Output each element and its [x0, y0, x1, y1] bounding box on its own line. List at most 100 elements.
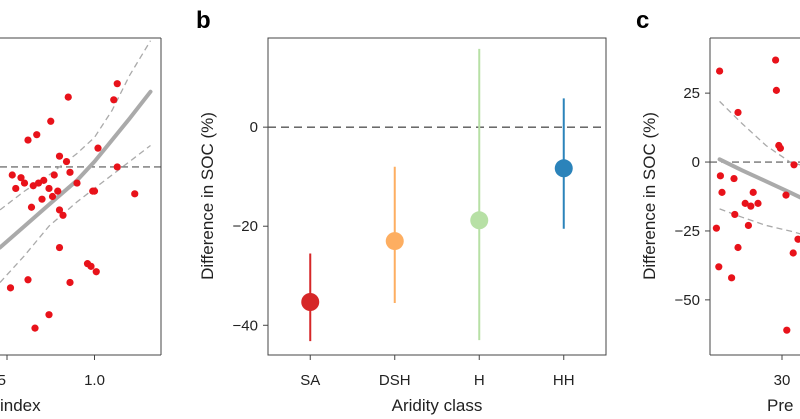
panel-c-data-point [712, 224, 721, 232]
panel-c-data-point [772, 86, 781, 94]
panel-a-data-point [54, 187, 62, 195]
panel-a-data-point [47, 117, 55, 125]
panel-c-data-point [741, 199, 749, 207]
panel-a-data-point [113, 80, 121, 88]
panel-a-data-point [64, 93, 72, 101]
panel-a-data-point [12, 184, 20, 193]
panel-c-data-point [776, 144, 785, 152]
panel-c-data-point [782, 191, 790, 199]
panel-a-data-point [110, 96, 118, 104]
panel-c-data-point [744, 221, 753, 230]
panel-a-data-point [50, 171, 58, 179]
panel-c-data-point [716, 172, 725, 180]
panel-c-data-point [783, 326, 791, 334]
panel-c-data-point [772, 56, 780, 64]
panel-a-fit-line [0, 89, 153, 250]
panel-b-point-dsh [385, 232, 404, 251]
panel-a-data-point [90, 187, 99, 195]
panel-c-data-point [749, 188, 757, 196]
panel-b-x-tick-label: DSH [379, 372, 411, 389]
panel-b: b 0−20−40 SA DSH H HH Difference in SOC (%)… [196, 7, 607, 415]
panel-a-data-point [38, 195, 46, 203]
panel-c-data-point [730, 174, 738, 183]
panel-a-data-point [92, 268, 100, 276]
panel-c-data-point [790, 161, 798, 169]
panel-a-data-point [131, 190, 139, 198]
panel-b-y-tick-label: −40 [233, 317, 258, 334]
panel-b-x-tick-label: SA [300, 372, 320, 389]
panel-b-point-h [470, 211, 489, 230]
panel-a-data-point [33, 131, 41, 139]
panel-c-data-point [754, 199, 762, 207]
panel-a-data-point [45, 184, 53, 193]
panel-b-y-tick-label: −20 [233, 218, 258, 235]
panel-a-ci-lower [0, 144, 151, 283]
panel-a-data-point [66, 168, 74, 176]
panel-c-data-point [734, 108, 742, 117]
panel-a-data-point [55, 243, 64, 252]
panel-c-x-axis-title: Pre [767, 396, 793, 415]
panel-b-x-tick-label: HH [553, 372, 575, 389]
panel-c-y-tick-label: 25 [683, 85, 700, 102]
panel-b-y-ticks: 0 −20 −40 [233, 119, 268, 334]
panel-a-x-axis-title: index [0, 396, 41, 415]
panel-c: c 25 0 −25 −50 30 Difference in SOC (%) Pre [636, 7, 800, 415]
panel-a-plot-area [0, 40, 161, 332]
panel-b-x-ticks: SA DSH H HH [300, 355, 575, 389]
panel-a-data-point [6, 284, 15, 292]
panel-a: 5 1.0 index [0, 37, 162, 415]
panel-a-data-point [62, 157, 71, 166]
panel-a-data-point [55, 152, 64, 160]
panel-a-data-point [59, 211, 67, 219]
panel-c-data-point [747, 202, 755, 210]
panel-c-data-point [789, 249, 797, 257]
panel-c-data-point [728, 274, 736, 282]
panel-c-y-ticks: 25 0 −25 −50 [675, 85, 710, 309]
panel-a-ci-upper [0, 40, 152, 211]
panel-a-data-point [55, 206, 64, 214]
panel-b-x-tick-label: H [474, 372, 485, 389]
panel-c-x-ticks: 30 [774, 355, 791, 389]
panel-c-data-point [716, 67, 724, 75]
panel-c-y-tick-label: 0 [692, 154, 700, 171]
panel-c-ci-upper [719, 100, 800, 166]
panel-b-point-sa [301, 293, 320, 312]
panel-c-y-axis-title: Difference in SOC (%) [640, 112, 659, 280]
panel-a-data-point [66, 278, 74, 287]
panel-a-data-point [113, 163, 121, 171]
panel-a-data-point [31, 324, 39, 332]
panel-c-data-point [734, 243, 742, 252]
panel-a-data-point [20, 179, 29, 187]
panel-b-point-hh [554, 159, 573, 178]
panel-c-plot-area [710, 56, 800, 334]
panel-c-data-point [718, 188, 726, 196]
panel-b-y-axis-title: Difference in SOC (%) [198, 112, 217, 280]
panel-a-data-point [40, 176, 48, 184]
panel-a-x-ticks: 5 1.0 [0, 355, 105, 389]
panel-a-data-point [87, 262, 95, 270]
panel-b-label: b [196, 7, 211, 34]
panel-a-data-point [73, 179, 81, 187]
panel-b-plot-area [268, 48, 606, 342]
panel-c-data-point [715, 263, 723, 271]
panel-c-fit-line [717, 157, 800, 200]
panel-a-data-point [45, 311, 53, 319]
panel-a-data-point [27, 203, 36, 211]
panel-c-label: c [636, 7, 649, 34]
panel-c-x-tick-label: 30 [774, 372, 791, 389]
panel-a-data-point [17, 174, 25, 182]
panel-c-y-tick-label: −25 [675, 223, 700, 240]
panel-b-frame [267, 37, 607, 356]
panel-c-y-tick-label: −50 [675, 292, 700, 309]
panel-a-data-point [48, 192, 57, 201]
panel-a-data-point [94, 144, 102, 152]
panel-b-x-axis-title: Aridity class [392, 396, 483, 415]
panel-c-data-point [794, 235, 800, 243]
panel-a-x-tick-label: 1.0 [84, 372, 105, 389]
panel-a-data-point [24, 276, 32, 284]
panel-a-data-point [24, 136, 32, 144]
panel-c-data-point [731, 210, 739, 219]
panel-b-y-tick-label: 0 [250, 119, 258, 136]
panel-a-data-point [8, 171, 16, 179]
